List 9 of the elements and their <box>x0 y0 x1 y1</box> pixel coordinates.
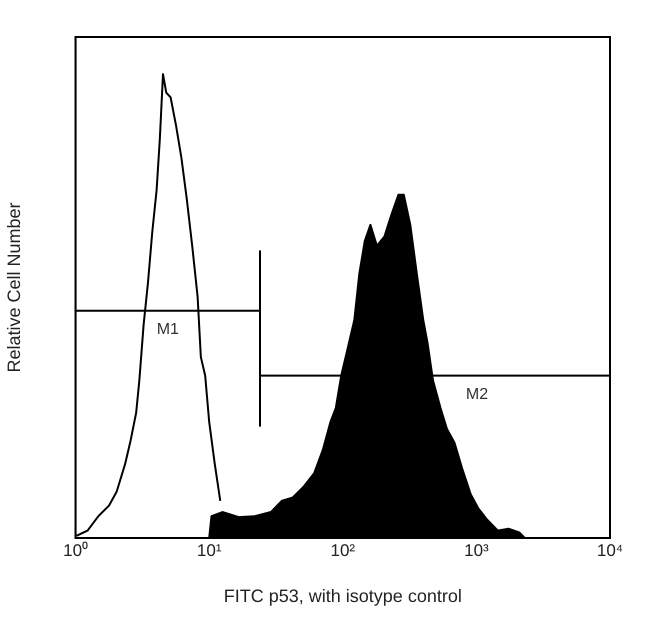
x-tick-label: 10⁰ <box>63 540 88 560</box>
series-label: M1 <box>156 321 180 338</box>
x-tick-label: 10² <box>330 540 356 560</box>
x-tick-label: 10⁴ <box>596 540 624 560</box>
y-axis-title: Relative Cell Number <box>4 202 24 373</box>
x-tick-label: 10³ <box>464 540 490 560</box>
x-tick-label: 10¹ <box>196 540 222 560</box>
series-label: M2 <box>466 386 488 404</box>
x-axis-title: FITC p53, with isotype control <box>224 586 462 606</box>
